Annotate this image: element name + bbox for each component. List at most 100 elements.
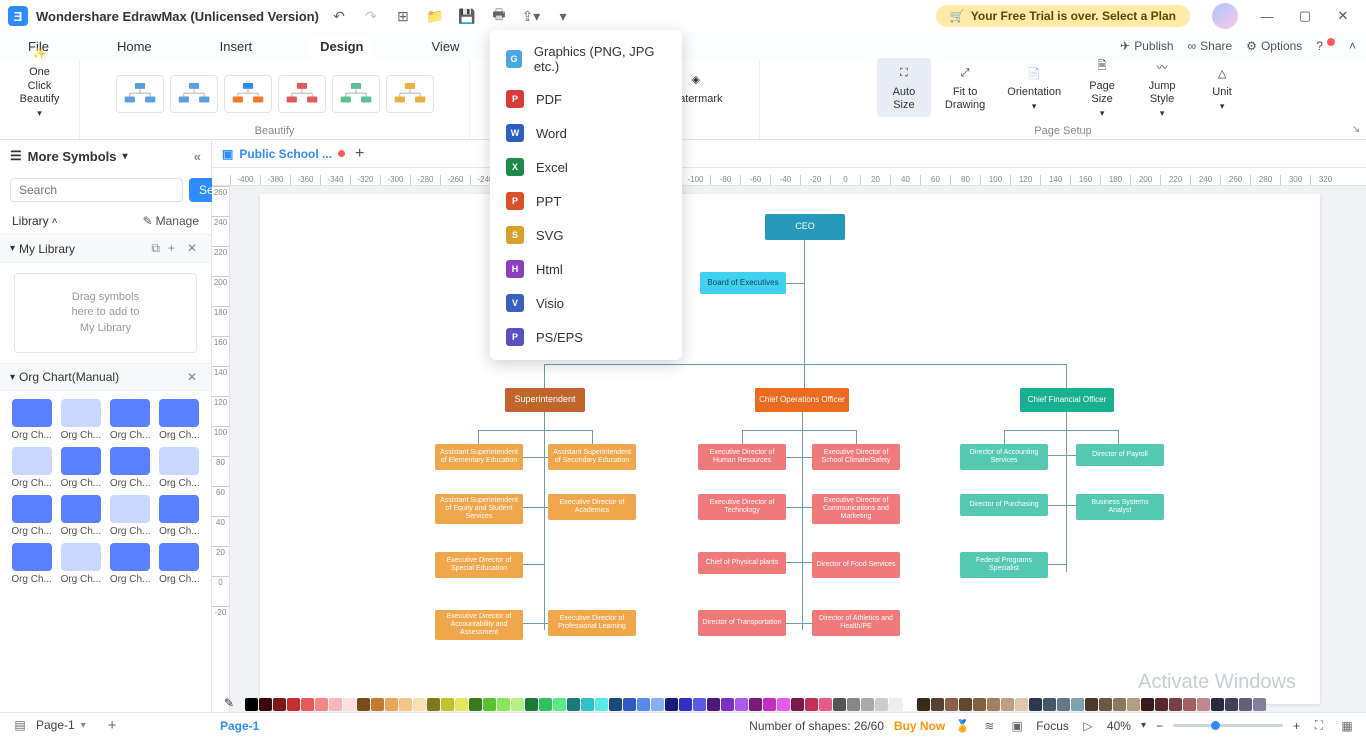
org-node[interactable]: Director of Transportation [698, 610, 786, 636]
new-icon[interactable]: ⊞ [391, 4, 415, 28]
color-swatch[interactable] [679, 698, 692, 711]
autosize-button[interactable]: ⛶Auto Size [877, 58, 931, 116]
org-node[interactable]: Director of Payroll [1076, 444, 1164, 466]
mylibrary-label[interactable]: My Library [19, 242, 75, 256]
color-swatch[interactable] [623, 698, 636, 711]
beautify-style-thumb[interactable] [116, 75, 164, 113]
color-swatch[interactable] [1057, 698, 1070, 711]
page-selector[interactable]: Page-1 [36, 718, 75, 732]
color-swatch[interactable] [973, 698, 986, 711]
color-swatch[interactable] [469, 698, 482, 711]
play-icon[interactable]: ▷ [1079, 717, 1097, 735]
color-swatch[interactable] [1085, 698, 1098, 711]
redo-icon[interactable]: ↷ [359, 4, 383, 28]
alert-button[interactable]: ? [1316, 39, 1335, 53]
layers-icon[interactable]: ≋ [980, 717, 998, 735]
color-swatch[interactable] [413, 698, 426, 711]
org-node[interactable]: Chief of Physical plants [698, 552, 786, 574]
new-page-button[interactable]: + [108, 717, 117, 734]
connector[interactable] [802, 412, 803, 630]
color-swatch[interactable] [301, 698, 314, 711]
color-swatch[interactable] [735, 698, 748, 711]
org-node[interactable]: Executive Director of Technology [698, 494, 786, 520]
color-swatch[interactable] [1211, 698, 1224, 711]
symbol-thumb[interactable]: Org Ch... [158, 447, 201, 489]
color-swatch[interactable] [889, 698, 902, 711]
add-icon[interactable]: + [168, 241, 175, 256]
symbol-thumb[interactable]: Org Ch... [109, 543, 152, 585]
color-swatch[interactable] [595, 698, 608, 711]
color-swatch[interactable] [861, 698, 874, 711]
color-swatch[interactable] [385, 698, 398, 711]
export-item[interactable]: HHtml [490, 252, 682, 286]
color-swatch[interactable] [483, 698, 496, 711]
org-node[interactable]: Chief Financial Officer [1020, 388, 1114, 412]
color-swatch[interactable] [245, 698, 258, 711]
zoom-slider[interactable] [1173, 724, 1283, 727]
connector[interactable] [544, 364, 1066, 365]
connector[interactable] [1048, 505, 1076, 506]
document-tab[interactable]: ▣ Public School ... [222, 147, 345, 161]
connector[interactable] [742, 430, 856, 431]
symbol-thumb[interactable]: Org Ch... [109, 399, 152, 441]
open-icon[interactable]: 📁 [423, 4, 447, 28]
connector[interactable] [742, 430, 743, 444]
org-node[interactable]: Business Systems Analyst [1076, 494, 1164, 520]
menu-design[interactable]: Design [310, 35, 373, 58]
color-swatch[interactable] [1155, 698, 1168, 711]
org-node[interactable]: Executive Director of Communications and… [812, 494, 900, 524]
color-swatch[interactable] [1225, 698, 1238, 711]
org-node[interactable]: Executive Director of Professional Learn… [548, 610, 636, 636]
color-swatch[interactable] [1197, 698, 1210, 711]
color-swatch[interactable] [805, 698, 818, 711]
symbol-thumb[interactable]: Org Ch... [10, 495, 53, 537]
new-tab-button[interactable]: + [355, 145, 364, 163]
connector[interactable] [478, 430, 479, 444]
color-swatch[interactable] [399, 698, 412, 711]
color-swatch[interactable] [1141, 698, 1154, 711]
jumpstyle-button[interactable]: 〰Jump Style▾ [1135, 52, 1189, 123]
options-button[interactable]: ⚙Options [1246, 39, 1302, 53]
symbol-thumb[interactable]: Org Ch... [10, 543, 53, 585]
org-node[interactable]: Assistant Superintendent of Secondary Ed… [548, 444, 636, 470]
library-label[interactable]: Library [12, 214, 49, 228]
more-symbols-label[interactable]: More Symbols [28, 149, 117, 164]
symbol-thumb[interactable]: Org Ch... [59, 447, 102, 489]
connector[interactable] [1118, 430, 1119, 444]
color-swatch[interactable] [1239, 698, 1252, 711]
copy-icon[interactable]: ⧉ [151, 241, 160, 256]
color-swatch[interactable] [553, 698, 566, 711]
canvas-page[interactable]: CEOBoard of ExecutivesSuperintendentChie… [260, 194, 1320, 704]
print-icon[interactable]: 🖶 [487, 4, 511, 28]
color-swatch[interactable] [567, 698, 580, 711]
symbol-thumb[interactable]: Org Ch... [109, 447, 152, 489]
org-node[interactable]: Director of Purchasing [960, 494, 1048, 516]
color-swatch[interactable] [847, 698, 860, 711]
close-icon[interactable]: ✕ [1328, 8, 1358, 24]
color-swatch[interactable] [665, 698, 678, 711]
color-swatch[interactable] [511, 698, 524, 711]
symbol-thumb[interactable]: Org Ch... [158, 495, 201, 537]
color-swatch[interactable] [1029, 698, 1042, 711]
color-swatch[interactable] [749, 698, 762, 711]
color-swatch[interactable] [917, 698, 930, 711]
zoom-level[interactable]: 40% [1107, 719, 1131, 733]
color-swatch[interactable] [987, 698, 1000, 711]
export-item[interactable]: XExcel [490, 150, 682, 184]
org-node[interactable]: Executive Director of School Climate/Saf… [812, 444, 900, 470]
connector[interactable] [544, 412, 545, 630]
connector[interactable] [478, 430, 592, 431]
connector[interactable] [592, 430, 593, 444]
close-orgchart-icon[interactable]: ✕ [183, 370, 201, 384]
orientation-button[interactable]: 📄Orientation▾ [999, 58, 1069, 116]
color-swatch[interactable] [343, 698, 356, 711]
org-node[interactable]: Chief Operations Officer [755, 388, 849, 412]
symbol-thumb[interactable]: Org Ch... [109, 495, 152, 537]
symbol-thumb[interactable]: Org Ch... [158, 399, 201, 441]
oneclick-beautify-button[interactable]: ✨ One Click Beautify ▾ [10, 38, 69, 123]
color-swatch[interactable] [525, 698, 538, 711]
connector[interactable] [1066, 364, 1067, 388]
page-tab[interactable]: Page-1 [220, 719, 259, 733]
fit-page-icon[interactable]: ⛶ [1310, 717, 1328, 735]
symbol-thumb[interactable]: Org Ch... [59, 495, 102, 537]
